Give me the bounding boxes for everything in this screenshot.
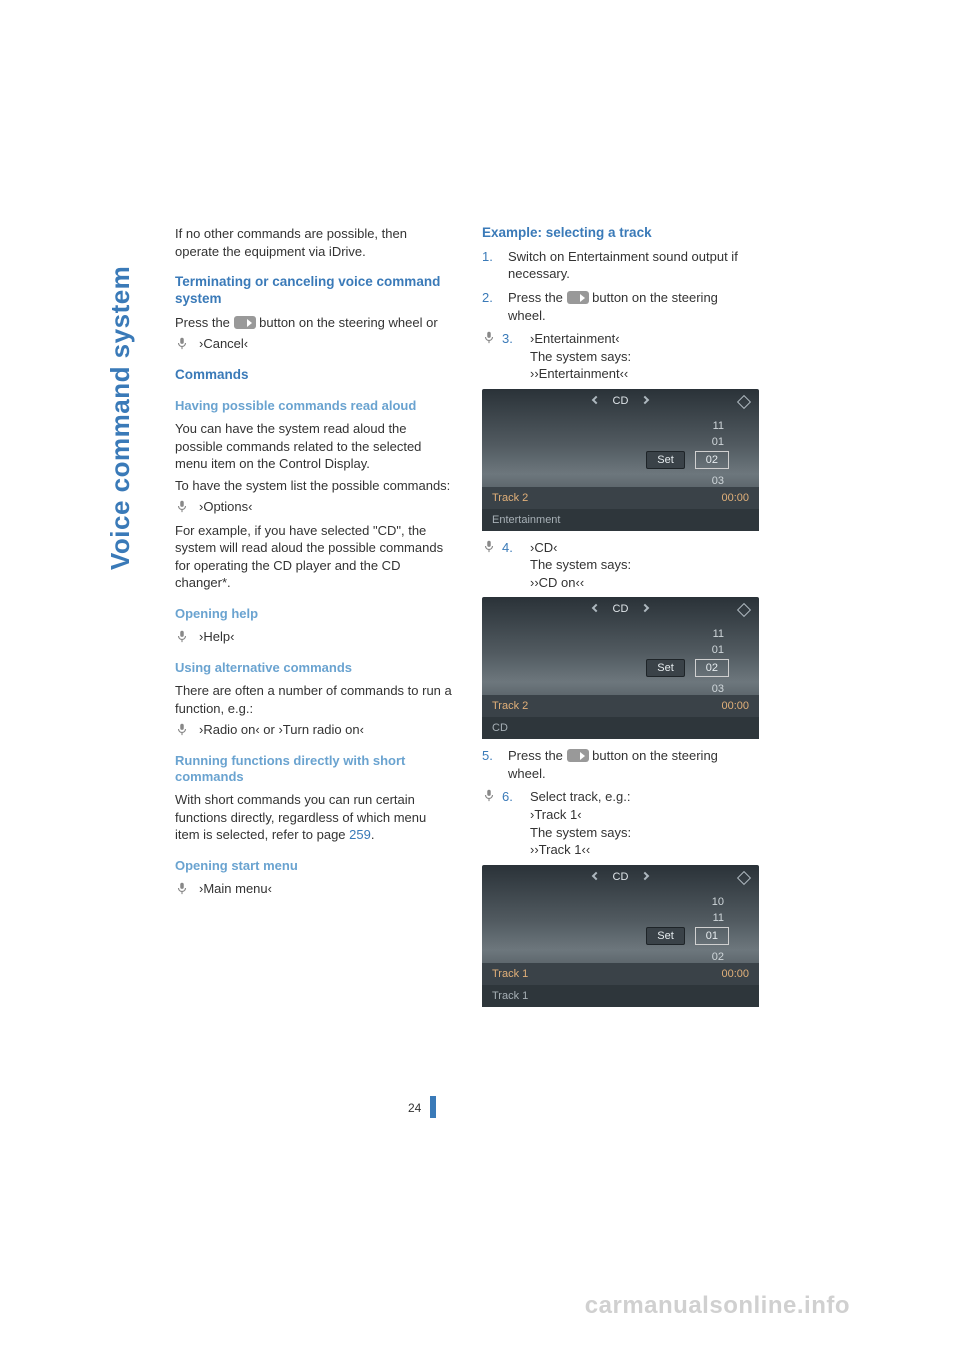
- screenshot-entertainment: CD 1101 Set02 03 Track 200:00 Entertainm…: [482, 389, 759, 531]
- heading-read-aloud: Having possible commands read aloud: [175, 398, 452, 414]
- step-6: 6. Select track, e.g.: ›Track 1‹ The sys…: [482, 788, 759, 858]
- cmd-options: ›Options‹: [199, 498, 452, 516]
- page-number: 24: [408, 1101, 421, 1115]
- read-aloud-p1: You can have the system read aloud the p…: [175, 420, 452, 473]
- mic-icon: [482, 788, 496, 802]
- cmd-main-menu: ›Main menu‹: [199, 880, 452, 898]
- step-1: 1.Switch on Entertainment sound output i…: [482, 248, 759, 283]
- page-content: If no other commands are possible, then …: [175, 225, 760, 1015]
- heading-example: Example: selecting a track: [482, 225, 759, 242]
- step-3: 3. ›Entertainment‹ The system says: ››En…: [482, 330, 759, 383]
- screenshot-cd: CD 1101 Set02 03 Track 200:00 CD: [482, 597, 759, 739]
- watermark: carmanualsonline.info: [585, 1292, 850, 1320]
- cmd-radio: ›Radio on‹ or ›Turn radio on‹: [199, 721, 452, 739]
- heading-start-menu: Opening start menu: [175, 858, 452, 874]
- section-title: Voice command system: [105, 266, 136, 570]
- mic-icon: [175, 629, 189, 643]
- heading-short: Running functions directly with short co…: [175, 753, 452, 786]
- short-p1: With short commands you can run certain …: [175, 791, 452, 844]
- page-link[interactable]: 259: [349, 827, 371, 842]
- mic-icon: [175, 499, 189, 513]
- read-aloud-p2: To have the system list the possible com…: [175, 477, 452, 495]
- step-5: 5.Press the button on the steering wheel…: [482, 747, 759, 782]
- heading-help: Opening help: [175, 606, 452, 622]
- mic-icon: [175, 722, 189, 736]
- page-marker: [430, 1096, 436, 1118]
- step-2: 2.Press the button on the steering wheel…: [482, 289, 759, 324]
- terminate-body: Press the button on the steering wheel o…: [175, 314, 452, 332]
- cmd-cancel: ›Cancel‹: [199, 335, 452, 353]
- left-column: If no other commands are possible, then …: [175, 225, 452, 1015]
- cmd-help: ›Help‹: [199, 628, 452, 646]
- read-aloud-p3: For example, if you have selected "CD", …: [175, 522, 452, 592]
- mic-icon: [175, 881, 189, 895]
- mic-icon: [482, 539, 496, 553]
- heading-alt: Using alternative commands: [175, 660, 452, 676]
- heading-terminate: Terminating or canceling voice command s…: [175, 274, 452, 308]
- step-4: 4. ›CD‹ The system says: ››CD on‹‹: [482, 539, 759, 592]
- heading-commands: Commands: [175, 367, 452, 384]
- screenshot-track: CD 1011 Set01 02 Track 100:00 Track 1: [482, 865, 759, 1007]
- intro-text: If no other commands are possible, then …: [175, 225, 452, 260]
- voice-button-icon: [234, 316, 256, 329]
- voice-button-icon: [567, 291, 589, 304]
- mic-icon: [175, 336, 189, 350]
- right-column: Example: selecting a track 1.Switch on E…: [482, 225, 759, 1015]
- alt-p1: There are often a number of commands to …: [175, 682, 452, 717]
- mic-icon: [482, 330, 496, 344]
- voice-button-icon: [567, 749, 589, 762]
